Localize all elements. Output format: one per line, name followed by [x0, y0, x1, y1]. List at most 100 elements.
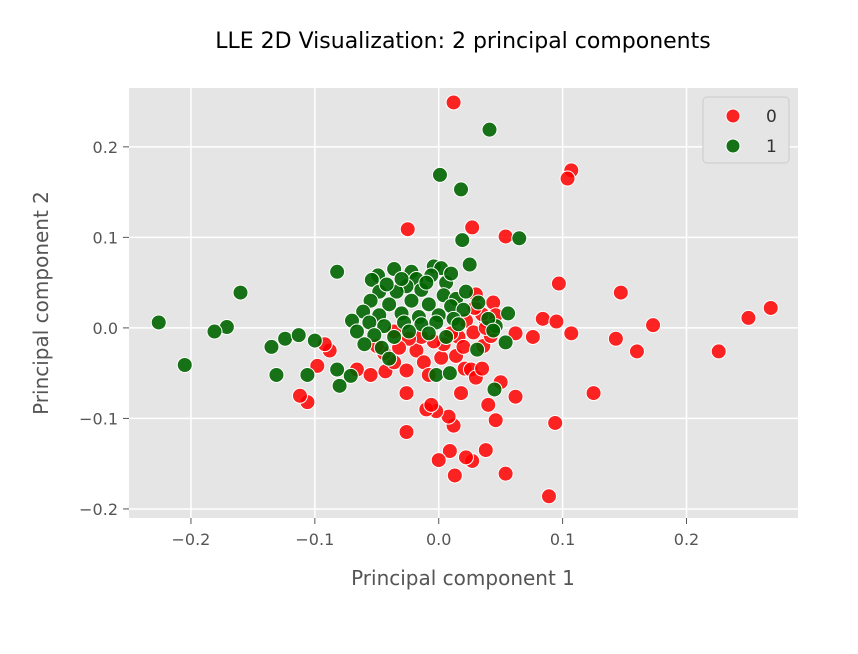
data-point — [378, 276, 395, 293]
y-axis-label: Principal component 2 — [29, 191, 53, 415]
data-point — [461, 256, 478, 273]
data-point — [428, 366, 445, 383]
axis-ticks: −0.2 −0.1 0.0 0.1 0.2 −0.2 −0.1 0.0 0.1 0.2 — [79, 138, 699, 549]
data-point — [559, 170, 576, 187]
x-tick-label: 0.2 — [674, 530, 699, 549]
y-tick-label: 0.0 — [93, 319, 118, 338]
data-point — [487, 412, 504, 429]
data-point — [348, 323, 365, 340]
data-points — [150, 94, 779, 505]
data-point — [381, 296, 398, 313]
data-point — [547, 414, 564, 431]
data-point — [477, 442, 494, 459]
data-point — [457, 449, 474, 466]
data-point — [306, 332, 323, 349]
x-tick-label: −0.1 — [295, 530, 334, 549]
data-point — [441, 443, 458, 460]
data-point — [420, 325, 437, 342]
data-point — [507, 325, 524, 342]
data-point — [474, 360, 491, 377]
data-point — [464, 219, 481, 236]
data-point — [450, 316, 467, 333]
data-point — [453, 385, 470, 402]
data-point — [393, 271, 410, 288]
data-point — [386, 328, 403, 345]
data-point — [376, 318, 393, 335]
legend-label-series-1: 1 — [766, 137, 777, 157]
data-point — [331, 377, 348, 394]
data-point — [607, 330, 624, 347]
data-point — [438, 328, 455, 345]
y-tick-label: 0.1 — [93, 228, 118, 247]
data-point — [423, 396, 440, 413]
data-point — [366, 327, 383, 344]
legend-marker-series-1 — [725, 138, 741, 154]
data-point — [441, 365, 458, 382]
y-tick-label: 0.2 — [93, 138, 118, 157]
x-tick-label: −0.2 — [172, 530, 211, 549]
data-point — [585, 385, 602, 402]
data-point — [485, 322, 502, 339]
data-point — [373, 339, 390, 356]
data-point — [497, 228, 514, 245]
data-point — [206, 323, 223, 340]
data-point — [497, 465, 514, 482]
data-point — [511, 230, 528, 247]
data-point — [469, 341, 486, 358]
data-point — [481, 121, 498, 138]
chart-title: LLE 2D Visualization: 2 principal compon… — [215, 29, 710, 54]
data-point — [150, 314, 167, 331]
data-point — [309, 357, 326, 374]
data-point — [524, 328, 541, 345]
legend: 0 1 — [702, 96, 790, 164]
data-point — [433, 349, 450, 366]
data-point — [454, 232, 471, 249]
data-point — [762, 299, 779, 316]
data-point — [612, 284, 629, 301]
data-point — [263, 338, 280, 355]
y-tick-label: −0.2 — [79, 500, 118, 519]
data-point — [268, 366, 285, 383]
data-point — [329, 361, 346, 378]
data-point — [398, 424, 415, 440]
data-point — [381, 350, 398, 367]
data-point — [291, 387, 308, 404]
x-tick-label: 0.1 — [550, 530, 575, 549]
data-point — [400, 323, 417, 340]
data-point — [399, 221, 416, 238]
data-point — [176, 357, 193, 374]
data-point — [645, 317, 662, 334]
data-point — [290, 327, 307, 344]
data-point — [740, 309, 757, 326]
data-point — [628, 343, 645, 360]
data-point — [362, 292, 379, 309]
data-point — [446, 467, 463, 484]
data-point — [497, 334, 514, 351]
grid-lines — [129, 88, 798, 518]
data-point — [418, 274, 435, 291]
data-point — [398, 362, 415, 379]
data-point — [486, 381, 503, 398]
series-1 — [150, 121, 528, 398]
data-point — [362, 366, 379, 383]
data-point — [455, 301, 472, 318]
data-point — [428, 314, 445, 331]
data-point — [500, 305, 517, 322]
data-point — [299, 366, 316, 383]
x-axis-label: Principal component 1 — [351, 566, 575, 590]
data-point — [329, 263, 346, 280]
data-point — [445, 94, 462, 111]
data-point — [540, 488, 557, 505]
data-point — [455, 338, 472, 355]
data-point — [550, 275, 567, 292]
data-point — [507, 388, 524, 405]
data-point — [563, 325, 580, 342]
data-point — [457, 283, 474, 300]
data-point — [363, 271, 380, 288]
data-point — [548, 313, 565, 330]
data-point — [420, 296, 437, 313]
data-point — [453, 181, 470, 198]
data-point — [534, 310, 551, 327]
